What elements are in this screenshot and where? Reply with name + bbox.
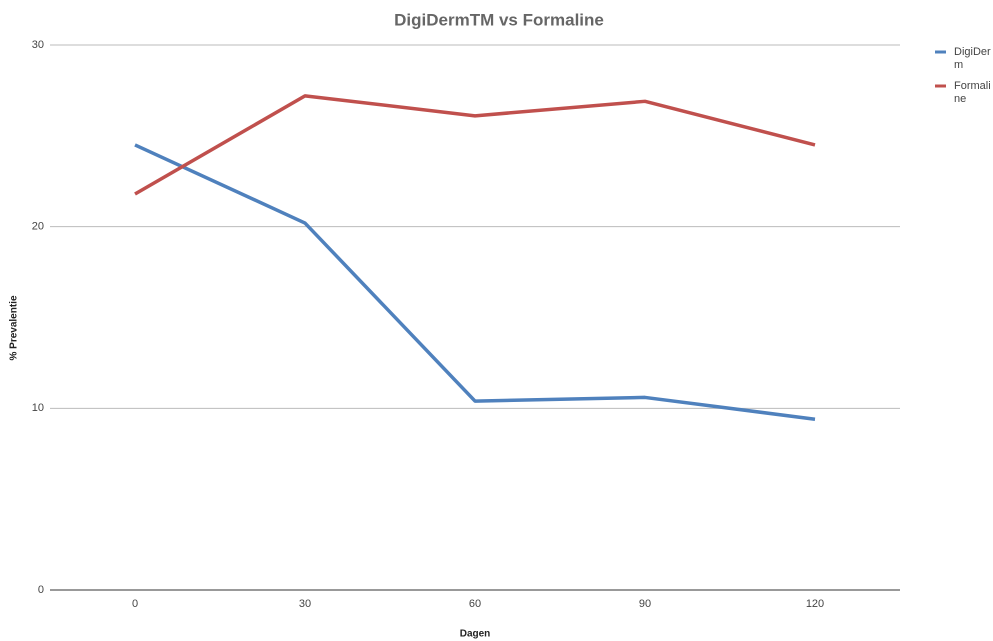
x-tick-label: 0 [132, 598, 138, 610]
x-axis-title: Dagen [460, 629, 491, 640]
x-tick-label: 120 [806, 598, 824, 610]
x-tick-label: 90 [639, 598, 651, 610]
x-tick-label: 60 [469, 598, 481, 610]
y-tick-label: 10 [32, 402, 44, 414]
legend-label: DigiDer m [954, 46, 991, 71]
chart-title: DigiDermTM vs Formaline [394, 10, 604, 29]
y-tick-label: 20 [32, 221, 44, 233]
y-tick-label: 0 [38, 584, 44, 596]
line [134, 94, 816, 196]
x-tick-label: 30 [299, 598, 311, 610]
y-tick-label: 30 [32, 39, 44, 51]
legend-label: Formali ne [954, 80, 991, 105]
line [134, 143, 816, 421]
y-axis-title: % Prevalentie [9, 295, 20, 360]
